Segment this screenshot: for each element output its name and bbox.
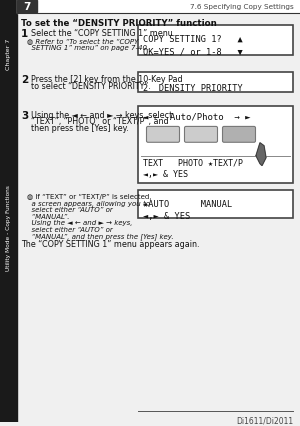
Text: Press the [2] key from the 10-Key Pad: Press the [2] key from the 10-Key Pad: [31, 75, 183, 84]
Text: Chapter 7: Chapter 7: [6, 39, 11, 70]
FancyBboxPatch shape: [146, 127, 179, 143]
Bar: [17, 0, 300, 14]
Text: “MANUAL”, and then press the [Yes] key.: “MANUAL”, and then press the [Yes] key.: [27, 233, 174, 239]
Text: a screen appears, allowing you to: a screen appears, allowing you to: [27, 200, 150, 207]
Text: select either “AUTO” or: select either “AUTO” or: [27, 226, 113, 232]
Bar: [138, 73, 293, 93]
Bar: [17, 1, 37, 13]
Text: then press the [Yes] key.: then press the [Yes] key.: [31, 124, 129, 132]
Text: select either “AUTO” or: select either “AUTO” or: [27, 207, 113, 213]
Text: ◄,► & YES: ◄,► & YES: [143, 211, 190, 220]
Text: OK=YES / or 1-8   ▼: OK=YES / or 1-8 ▼: [143, 48, 243, 57]
Text: TEXT   PHOTO ★TEXT/P: TEXT PHOTO ★TEXT/P: [143, 158, 243, 167]
Text: Using the ◄ ← and ► → keys, select: Using the ◄ ← and ► → keys, select: [31, 111, 172, 120]
Text: SETTING 1” menu” on page 7-40.: SETTING 1” menu” on page 7-40.: [27, 45, 149, 51]
Bar: [138, 107, 293, 184]
Text: 2  DENSITY PRIORITY: 2 DENSITY PRIORITY: [143, 84, 243, 93]
Text: to select “DENSITY PRIORITY”.: to select “DENSITY PRIORITY”.: [31, 82, 151, 91]
Text: 7: 7: [23, 3, 31, 12]
Text: COPY SETTING 1?   ▲: COPY SETTING 1? ▲: [143, 35, 243, 44]
Bar: [138, 191, 293, 219]
Text: 3: 3: [21, 111, 28, 121]
FancyBboxPatch shape: [184, 127, 218, 143]
Text: Using the ◄ ← and ► → keys,: Using the ◄ ← and ► → keys,: [27, 220, 133, 226]
Polygon shape: [256, 144, 266, 166]
Text: ◄,► & YES: ◄,► & YES: [143, 169, 188, 178]
Bar: [0, 0, 17, 423]
Text: 7.6 Specifying Copy Settings: 7.6 Specifying Copy Settings: [190, 4, 294, 10]
Text: The “COPY SETTING 1” menu appears again.: The “COPY SETTING 1” menu appears again.: [21, 239, 200, 248]
Text: 1: 1: [21, 29, 28, 39]
Text: Select the “COPY SETTING 1” menu.: Select the “COPY SETTING 1” menu.: [31, 29, 175, 37]
Text: ★AUTO      MANUAL: ★AUTO MANUAL: [143, 199, 232, 208]
Text: To set the “DENSITY PRIORITY” function: To set the “DENSITY PRIORITY” function: [21, 19, 217, 28]
Text: “TEXT”, “PHOTO” or “TEXT/P”, and: “TEXT”, “PHOTO” or “TEXT/P”, and: [31, 117, 169, 126]
Text: “MANUAL”.: “MANUAL”.: [27, 213, 70, 219]
Text: ◄ ←  Auto/Photo  → ►: ◄ ← Auto/Photo → ►: [143, 112, 250, 121]
Text: ◍ If “TEXT” or “TEXT/P” is selected,: ◍ If “TEXT” or “TEXT/P” is selected,: [27, 194, 152, 200]
Text: Di1611/Di2011: Di1611/Di2011: [236, 415, 293, 424]
FancyBboxPatch shape: [223, 127, 256, 143]
Text: ◍ Refer to “To select the “COPY: ◍ Refer to “To select the “COPY: [27, 39, 138, 45]
Text: Utility Mode - Copy Functions: Utility Mode - Copy Functions: [6, 185, 11, 271]
Bar: [138, 26, 293, 55]
Text: 2: 2: [21, 75, 28, 85]
